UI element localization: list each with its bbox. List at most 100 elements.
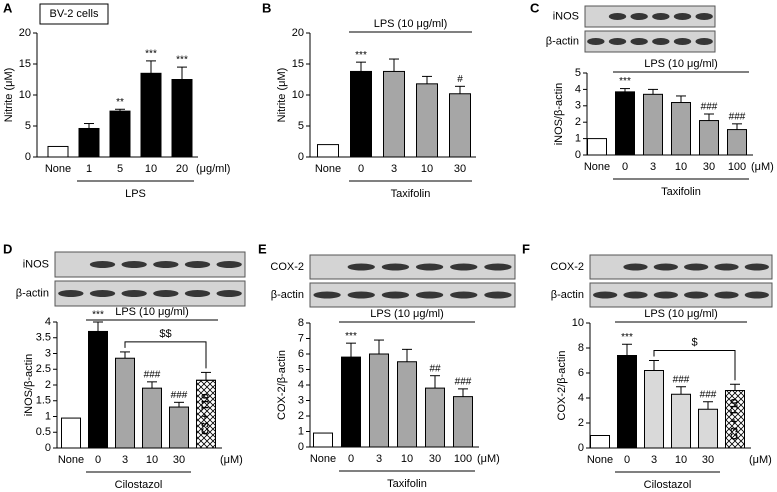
y-axis-label: COX-2/β-actin <box>276 350 288 420</box>
blot-label: β-actin <box>271 289 304 301</box>
blot-band <box>630 13 648 20</box>
y-tick-label: 1 <box>575 133 581 145</box>
blot-band <box>608 38 627 45</box>
y-axis-label: iNOS/β-actin <box>23 354 35 417</box>
blot-label: β-actin <box>546 35 579 47</box>
x-tick-label: 0 <box>348 453 354 465</box>
y-axis-label: iNOS/β-actin <box>553 83 565 146</box>
y-tick-label: 0 <box>298 441 304 453</box>
x-tick-label: None <box>315 163 341 175</box>
bar <box>587 138 607 156</box>
significance: # <box>457 74 463 85</box>
x-tick-label: 3 <box>651 454 657 466</box>
blot-band <box>484 291 512 299</box>
blot <box>309 282 516 308</box>
blot-band <box>313 291 341 299</box>
bar <box>643 93 663 156</box>
x-tick-label: 0 <box>622 161 628 173</box>
x-tick-label: None <box>310 453 336 465</box>
significance: ## <box>429 363 441 374</box>
blot-band <box>381 291 410 299</box>
blot <box>584 30 716 53</box>
x-tick-label: 3 <box>650 161 656 173</box>
blot-band <box>184 261 211 268</box>
blot-band <box>153 290 179 297</box>
blot-band <box>623 291 648 299</box>
label-box <box>39 3 109 25</box>
bar <box>350 70 372 158</box>
x-tick-label: 10 <box>675 161 687 173</box>
significance: *** <box>621 332 633 343</box>
x-tick-label: None <box>587 454 613 466</box>
blot-band <box>744 291 769 299</box>
x-tick-label: 10 <box>421 163 433 175</box>
significance: ### <box>144 369 161 380</box>
group-label: Cilostazol <box>115 479 163 491</box>
group-label: Taxifolin <box>391 188 431 200</box>
bar <box>109 110 131 158</box>
blot-band <box>58 290 84 297</box>
blot-label: iNOS <box>553 10 579 22</box>
bar <box>644 370 664 449</box>
x-unit: (μM) <box>749 454 772 466</box>
blot-band <box>673 13 692 20</box>
x-unit: (μM) <box>751 161 774 173</box>
blot-band <box>684 291 709 299</box>
x-tick-label: 1 <box>86 163 92 175</box>
significance: *** <box>355 50 367 61</box>
significance: ### <box>729 111 746 122</box>
y-axis-label: Nitrite (μM) <box>3 68 15 123</box>
bar <box>671 102 691 156</box>
bar <box>140 72 162 158</box>
blot-band <box>653 291 678 299</box>
y-tick-label: 10 <box>572 317 584 329</box>
blot <box>54 251 246 278</box>
blot-band <box>695 38 713 45</box>
y-tick-label: 8 <box>578 342 584 354</box>
bar <box>615 91 635 156</box>
group-label: Taxifolin <box>387 478 427 490</box>
panel-letter: D <box>3 241 12 256</box>
y-tick-label: 20 <box>19 27 31 39</box>
significance: *** <box>345 331 357 342</box>
blot-band <box>714 263 739 271</box>
x-tick-label: 100 <box>454 453 472 465</box>
y-tick-label: 5 <box>298 363 304 375</box>
blot-band <box>153 261 179 268</box>
blot <box>584 5 716 28</box>
blot-band <box>415 291 444 299</box>
significance: ### <box>700 389 717 400</box>
x-tick-label: 30 <box>173 454 185 466</box>
blot-band <box>89 290 116 297</box>
significance: *** <box>145 49 157 60</box>
panel-letter: E <box>258 241 267 256</box>
bar-label: C3 + T10 <box>201 393 212 435</box>
bar <box>727 129 747 156</box>
blot-label: COX-2 <box>550 261 584 273</box>
x-tick-label: 3 <box>122 454 128 466</box>
bar <box>397 361 417 448</box>
bar <box>416 83 438 158</box>
x-tick-label: 10 <box>146 454 158 466</box>
y-tick-label: 3 <box>45 347 51 359</box>
y-tick-label: 3 <box>575 100 581 112</box>
significance: *** <box>176 55 188 66</box>
blot-band <box>608 13 627 20</box>
group-label: Taxifolin <box>661 186 701 198</box>
blot <box>309 254 516 280</box>
y-tick-label: 20 <box>292 27 304 39</box>
blot-band <box>684 263 709 271</box>
y-tick-label: 2 <box>298 410 304 422</box>
x-tick-label: None <box>45 163 71 175</box>
x-unit: (μg/ml) <box>196 163 230 175</box>
blot-band <box>347 263 375 271</box>
panel-letter: B <box>262 0 271 15</box>
x-tick-label: 30 <box>454 163 466 175</box>
x-unit: (μM) <box>220 454 243 466</box>
bar <box>453 396 473 448</box>
y-tick-label: 0 <box>298 151 304 163</box>
blot-label: β-actin <box>16 287 49 299</box>
bracket <box>124 341 207 369</box>
y-tick-label: 0 <box>578 442 584 454</box>
